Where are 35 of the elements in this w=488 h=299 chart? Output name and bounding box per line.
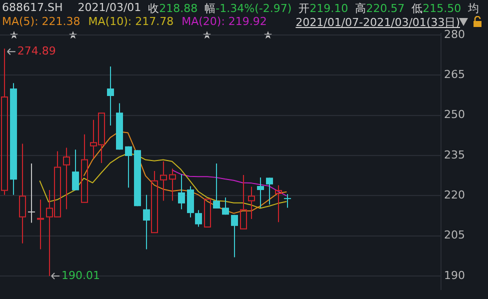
y-tick-label: 190 xyxy=(444,268,465,282)
candlestick xyxy=(151,171,158,234)
text: 收218.88 xyxy=(148,2,198,15)
chart-subtitle: 2021/03/01 xyxy=(78,1,142,16)
y-tick-label: 220 xyxy=(444,188,465,202)
text: 均 xyxy=(468,2,480,15)
text: MA(10): 217.78 xyxy=(88,15,174,28)
text: 低215.50 xyxy=(412,2,462,15)
candlestick xyxy=(63,148,70,210)
candlestick xyxy=(275,185,282,222)
candlestick xyxy=(284,194,291,208)
candlestick xyxy=(37,200,44,250)
y-tick-label: 280 xyxy=(444,28,465,41)
y-tick-label: 250 xyxy=(444,108,465,122)
candlestick xyxy=(28,164,35,223)
annotation: 274.89 xyxy=(17,44,56,58)
candlestick xyxy=(204,198,211,228)
candlestick xyxy=(81,134,88,203)
candlestick xyxy=(248,186,255,219)
annotation: 190.01 xyxy=(62,268,100,282)
text: MA(5): 221.38 xyxy=(2,15,80,28)
text: 幅-1.34%(-2.97) xyxy=(204,2,292,15)
chart-title: 688617.SH xyxy=(2,1,63,16)
candlestick xyxy=(19,144,26,244)
text: 2021/01/07-2021/03/01(33日) xyxy=(296,15,460,30)
candlestick xyxy=(160,161,167,201)
y-tick-label: 265 xyxy=(444,68,465,81)
text: 开219.10 xyxy=(298,2,348,15)
candlestick xyxy=(240,175,247,230)
y-tick-label: 235 xyxy=(444,148,465,162)
text: MA(20): 219.92 xyxy=(182,15,267,28)
candlestick xyxy=(1,48,8,195)
text: 高220.57 xyxy=(355,2,405,15)
y-tick-label: 205 xyxy=(444,228,465,242)
candlestick xyxy=(169,168,176,201)
